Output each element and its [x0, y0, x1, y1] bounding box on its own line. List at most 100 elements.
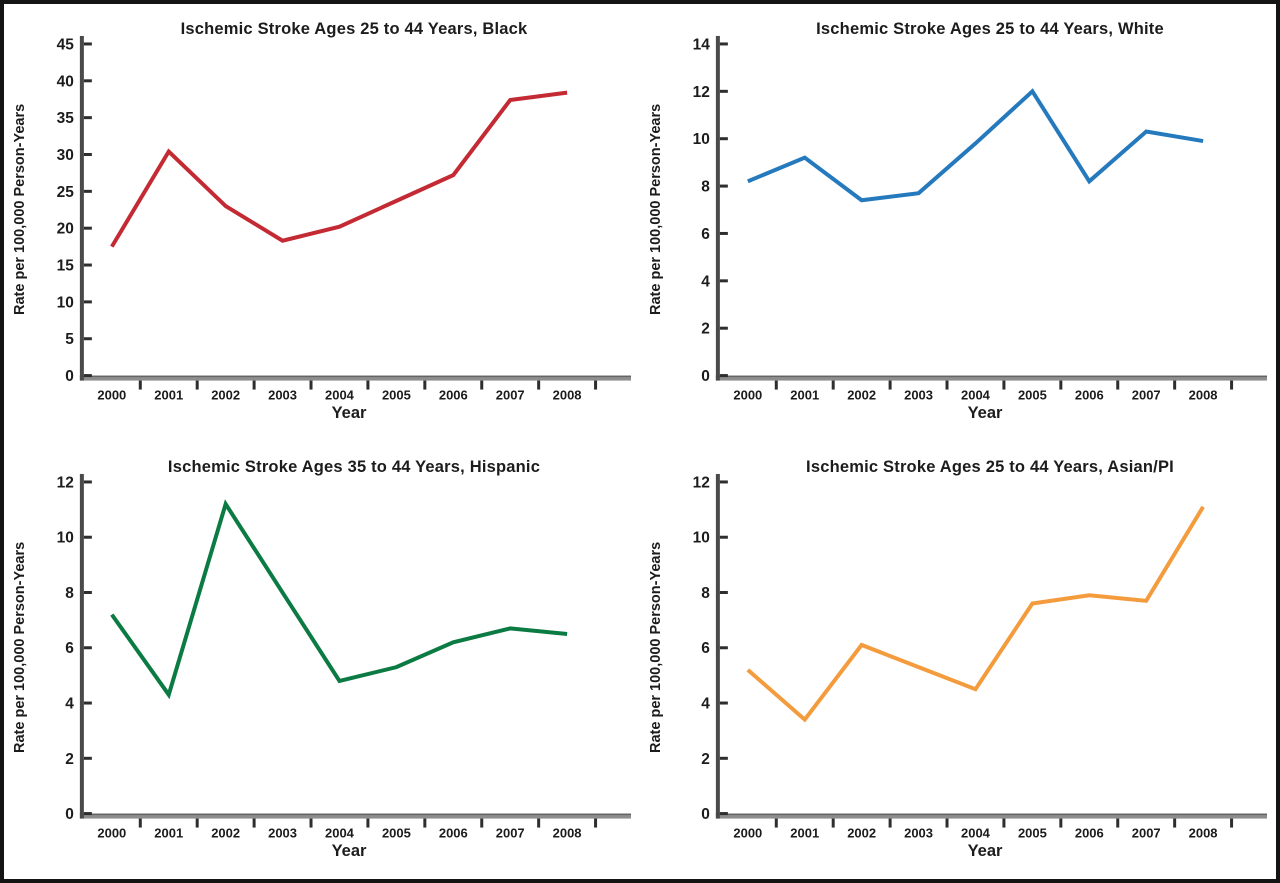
- y-tick: [719, 89, 728, 93]
- x-tick-label: 2006: [439, 825, 468, 840]
- line-series: [747, 88, 1204, 203]
- x-axis-label: Year: [331, 404, 367, 422]
- x-tick-label: 2003: [904, 825, 933, 840]
- y-tick-label: 35: [57, 110, 75, 127]
- x-tick: [138, 380, 142, 390]
- line-series: [110, 498, 568, 699]
- x-tick: [366, 380, 370, 390]
- x-tick: [138, 818, 142, 828]
- x-tick-label: 2000: [97, 825, 126, 840]
- x-axis-label: Year: [967, 841, 1003, 860]
- y-tick: [83, 374, 92, 378]
- y-tick: [83, 701, 92, 705]
- y-tick: [83, 479, 92, 483]
- x-tick: [480, 380, 484, 390]
- x-tick-label: 2002: [211, 825, 240, 840]
- y-tick-label: 0: [701, 368, 710, 385]
- x-tick: [1116, 380, 1120, 390]
- y-tick: [83, 756, 92, 760]
- x-baseline: [715, 375, 1268, 381]
- y-tick-label: 2: [701, 750, 710, 767]
- y-tick: [83, 535, 92, 539]
- chart-black: Ischemic Stroke Ages 25 to 44 Years, Bla…: [4, 4, 640, 442]
- x-tick-label: 2001: [154, 825, 183, 840]
- y-tick: [719, 590, 728, 594]
- y-tick-label: 8: [701, 584, 710, 601]
- x-tick-label: 2004: [961, 825, 991, 840]
- x-tick-label: 2000: [97, 388, 126, 403]
- x-tick: [1230, 380, 1234, 390]
- y-tick: [83, 42, 92, 46]
- x-tick-label: 2008: [553, 825, 582, 840]
- x-tick: [831, 818, 835, 828]
- y-tick: [83, 116, 92, 120]
- x-tick-label: 2005: [382, 388, 411, 403]
- line-series: [746, 505, 1205, 722]
- x-tick-label: 2004: [325, 825, 355, 840]
- y-tick: [719, 42, 728, 46]
- x-tick-label: 2008: [1189, 825, 1218, 840]
- x-tick-label: 2003: [268, 825, 297, 840]
- x-baseline-edge: [79, 375, 632, 378]
- y-tick: [83, 263, 92, 267]
- x-tick: [1173, 380, 1177, 390]
- y-tick: [719, 374, 728, 378]
- x-tick-label: 2007: [496, 825, 525, 840]
- y-tick-label: 10: [693, 529, 710, 546]
- plot-svg: 0 2 4 6 8 10 12 2000 2001 2002 2003 2004 2005 2006 200…: [57, 473, 632, 840]
- x-tick: [309, 818, 313, 828]
- y-tick-label: 20: [57, 221, 74, 238]
- x-tick: [1230, 818, 1234, 828]
- y-tick: [719, 535, 728, 539]
- y-tick: [719, 231, 728, 235]
- x-tick: [537, 380, 541, 390]
- y-tick: [719, 811, 728, 815]
- chart-title: Ischemic Stroke Ages 25 to 44 Years, Whi…: [816, 20, 1164, 38]
- y-spine: [79, 35, 84, 381]
- x-tick-label: 2007: [496, 388, 525, 403]
- x-tick-label: 2005: [1018, 825, 1047, 840]
- x-axis-label: Year: [331, 841, 367, 860]
- x-tick: [831, 380, 835, 390]
- x-tick-label: 2000: [733, 388, 762, 403]
- y-tick: [83, 226, 92, 230]
- x-tick-label: 2000: [733, 825, 762, 840]
- x-tick-label: 2005: [382, 825, 411, 840]
- x-tick: [366, 818, 370, 828]
- x-tick-label: 2006: [1075, 388, 1104, 403]
- x-baseline: [79, 813, 632, 819]
- y-tick: [719, 184, 728, 188]
- x-tick: [1173, 818, 1177, 828]
- x-tick: [423, 818, 427, 828]
- x-tick: [774, 380, 778, 390]
- plot-svg: 0 2 4 6 8 10 12 14 2000 2001 2002 2003 2004 2005 2006 2…: [693, 35, 1268, 403]
- y-tick-label: 2: [65, 750, 74, 767]
- y-tick: [719, 279, 728, 283]
- x-tick-label: 2008: [1189, 388, 1218, 403]
- y-tick-label: 4: [701, 273, 710, 290]
- x-tick-label: 2004: [325, 388, 355, 403]
- y-tick: [83, 645, 92, 649]
- x-tick-label: 2002: [847, 388, 876, 403]
- y-tick: [719, 701, 728, 705]
- x-tick: [195, 380, 199, 390]
- y-tick-label: 8: [65, 584, 74, 601]
- y-tick: [719, 137, 728, 141]
- x-tick: [252, 380, 256, 390]
- y-tick-label: 14: [693, 36, 711, 53]
- x-tick: [774, 818, 778, 828]
- y-tick-label: 10: [57, 529, 74, 546]
- y-tick: [83, 152, 92, 156]
- x-tick: [888, 380, 892, 390]
- y-tick-label: 30: [57, 147, 74, 164]
- x-tick-label: 2007: [1132, 388, 1161, 403]
- chart-asian-pi: Ischemic Stroke Ages 25 to 44 Years, Asi…: [640, 441, 1276, 879]
- line-series: [110, 90, 568, 248]
- y-tick-label: 15: [57, 258, 75, 275]
- chart-title: Ischemic Stroke Ages 25 to 44 Years, Asi…: [806, 457, 1174, 476]
- x-tick: [945, 380, 949, 390]
- y-tick: [83, 337, 92, 341]
- chart-white: Ischemic Stroke Ages 25 to 44 Years, Whi…: [640, 4, 1276, 442]
- y-tick-label: 2: [701, 321, 710, 338]
- x-tick-label: 2003: [268, 388, 297, 403]
